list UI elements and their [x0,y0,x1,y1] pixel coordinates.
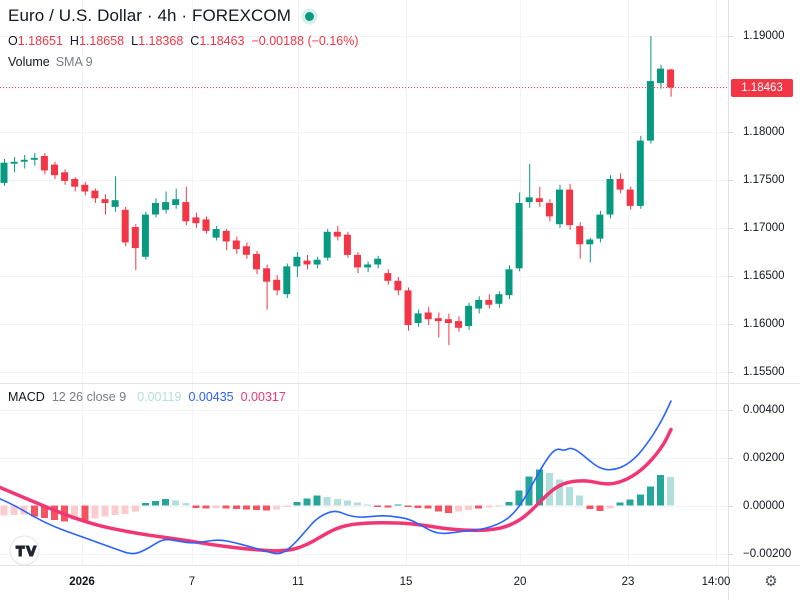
volume-sma-label: SMA 9 [55,54,93,69]
price-tick-label: 1.18000 [743,126,785,138]
macd-tick-label: 0.00400 [743,404,785,416]
time-tick-label: 2026 [69,576,95,588]
axis-tick [728,132,733,133]
axis-tick [728,506,733,507]
axis-tick [728,180,733,181]
price-tick-label: 1.16500 [743,270,785,282]
last-price-badge: 1.18463 [731,79,793,97]
macd-line-value: 0.00435 [188,389,234,404]
axis-tick [728,554,733,555]
tradingview-logo[interactable] [9,535,40,566]
price-tick-label: 1.17000 [743,222,785,234]
macd-signal-line [0,427,673,553]
axis-tick [728,372,733,373]
volume-label: Volume [8,54,50,69]
high-value: 1.18658 [78,33,125,48]
chart-header: Euro / U.S. Dollar · 4h · FOREXCOM O1.18… [8,4,359,69]
high-label: H [69,33,79,48]
close-label: C [190,33,200,48]
macd-tick-label: 0.00000 [743,500,785,512]
price-tick-label: 1.16000 [743,318,785,330]
market-status-icon[interactable] [305,11,315,21]
open-label: O [8,33,18,48]
low-label: L [131,33,139,48]
axis-tick [728,36,733,37]
volume-legend[interactable]: Volume SMA 9 [8,54,359,69]
price-tick-label: 1.15500 [743,366,785,378]
time-tick-label: 15 [399,576,413,588]
price-axis[interactable]: 1.18463 1.19000 1.18000 1.17500 1.17000 1.16… [728,0,800,565]
price-tick-label: 1.19000 [743,30,785,42]
grid [0,0,728,565]
axis-tick [728,228,733,229]
candlestick-series [0,36,675,346]
ohlc-row: O1.18651 H1.18658 L1.18368 C1.18463 −0.0… [8,33,359,48]
time-tick-label: 23 [621,576,635,588]
open-value: 1.18651 [17,33,63,48]
axis-tick [728,276,733,277]
macd-hist-value: 0.00119 [137,389,182,404]
time-axis[interactable]: ⚙ 2026 7 11 15 20 23 14:00 [0,565,800,600]
macd-legend[interactable]: MACD 12 26 close 9 0.00119 0.00435 0.003… [8,389,286,404]
axis-tick [728,324,733,325]
close-value: 1.18463 [199,33,245,48]
time-tick-label: 14:00 [701,576,731,588]
low-value: 1.18368 [138,33,184,48]
macd-line [0,400,672,555]
time-tick-label: 20 [513,576,527,588]
macd-tick-label: −0.00200 [743,548,792,560]
macd-tick-label: 0.00200 [743,452,785,464]
symbol-title[interactable]: Euro / U.S. Dollar · 4h · FOREXCOM [8,6,292,25]
change-value: −0.00188 (−0.16%) [251,33,359,48]
macd-signal-value: 0.00317 [240,389,286,404]
settings-gear-icon[interactable]: ⚙ [764,573,778,590]
axis-tick [728,410,733,411]
macd-histogram [0,469,675,522]
macd-label: MACD [8,389,45,404]
time-tick-label: 7 [188,576,196,588]
axis-tick [728,458,733,459]
price-tick-label: 1.17500 [743,174,785,186]
macd-params: 12 26 close 9 [51,389,127,404]
time-tick-label: 11 [292,576,304,588]
